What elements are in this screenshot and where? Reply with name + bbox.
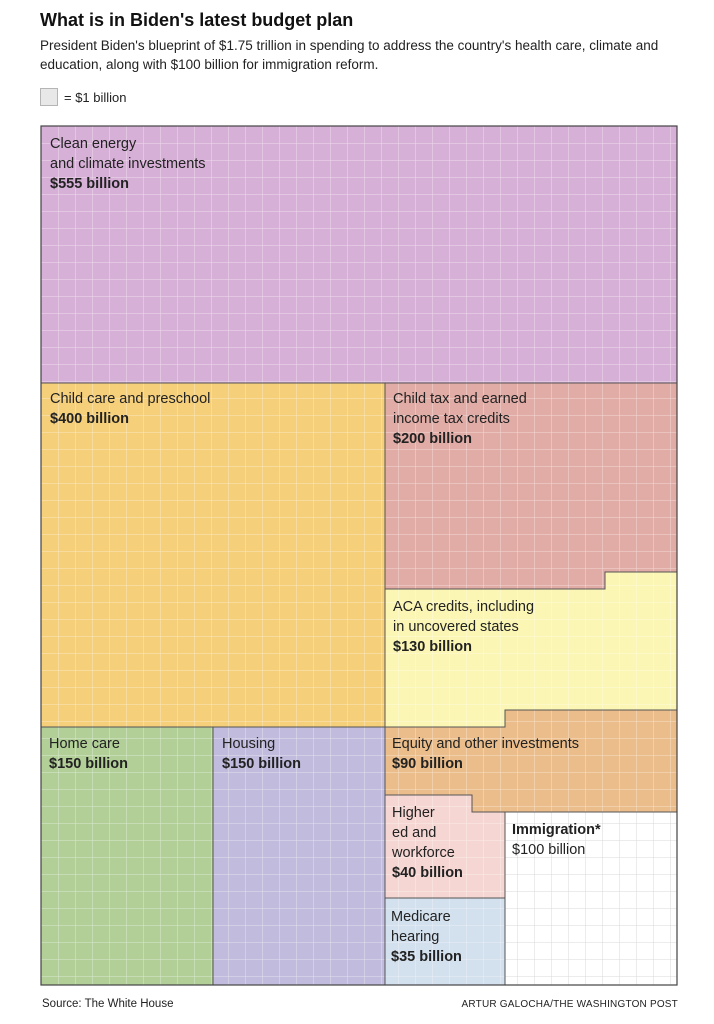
treemap-grid-aca-credits [385,572,677,727]
treemap-label-home-care-line-1: Home care [49,736,120,752]
treemap-value-clean-energy: $555 billion [50,176,129,192]
treemap-value-higher-ed: $40 billion [392,865,463,881]
treemap-label-housing-line-1: Housing [222,736,275,752]
treemap-label-clean-energy-line-1: Clean energy [50,136,137,152]
treemap-grid-child-tax-credits [385,383,677,589]
treemap-grid-home-care [41,727,213,985]
chart-subtitle: President Biden's blueprint of $1.75 tri… [40,38,659,72]
treemap-grid-equity-investments [385,710,677,812]
treemap-label-medicare-hearing-line-1: Medicare [391,909,451,925]
treemap-value-immigration: $100 billion [512,842,585,858]
treemap-label-aca-credits-line-1: ACA credits, including [393,599,534,615]
treemap-grid-clean-energy [41,126,677,383]
treemap-value-medicare-hearing: $35 billion [391,949,462,965]
legend: = $1 billion [40,88,127,106]
credit-line: ARTUR GALOCHA/THE WASHINGTON POST [461,999,678,1010]
treemap-label-child-tax-credits-line-1: Child tax and earned [393,391,527,407]
treemap-label-immigration-line-1: Immigration* [512,822,601,838]
treemap-value-equity-investments: $90 billion [392,756,463,772]
treemap-grid-immigration [505,812,677,985]
treemap-value-child-tax-credits: $200 billion [393,431,472,447]
treemap-label-clean-energy-line-2: and climate investments [50,156,206,172]
treemap-value-housing: $150 billion [222,756,301,772]
treemap-frame [40,125,678,986]
treemap-label-medicare-hearing-line-2: hearing [391,929,439,945]
chart-title: What is in Biden's latest budget plan [40,10,354,30]
treemap-label-equity-investments-line-1: Equity and other investments [392,736,579,752]
source-note: Source: The White House [42,998,174,1010]
treemap-label-higher-ed-line-1: Higher [392,805,435,821]
treemap-value-aca-credits: $130 billion [393,639,472,655]
treemap-label-child-care-line-1: Child care and preschool [50,391,210,407]
treemap-value-child-care: $400 billion [50,411,129,427]
treemap-grid-higher-ed [385,795,505,898]
treemap-value-home-care: $150 billion [49,756,128,772]
legend-swatch [40,88,58,106]
treemap-grid-medicare-hearing [385,898,505,985]
treemap-grid-housing [213,727,385,985]
treemap-label-aca-credits-line-2: in uncovered states [393,619,519,635]
treemap-grid-child-care [41,383,385,727]
treemap-label-child-tax-credits-line-2: income tax credits [393,411,510,427]
treemap-label-higher-ed-line-3: workforce [391,845,455,861]
legend-label: = $1 billion [64,89,127,105]
treemap-label-higher-ed-line-2: ed and [392,825,436,841]
